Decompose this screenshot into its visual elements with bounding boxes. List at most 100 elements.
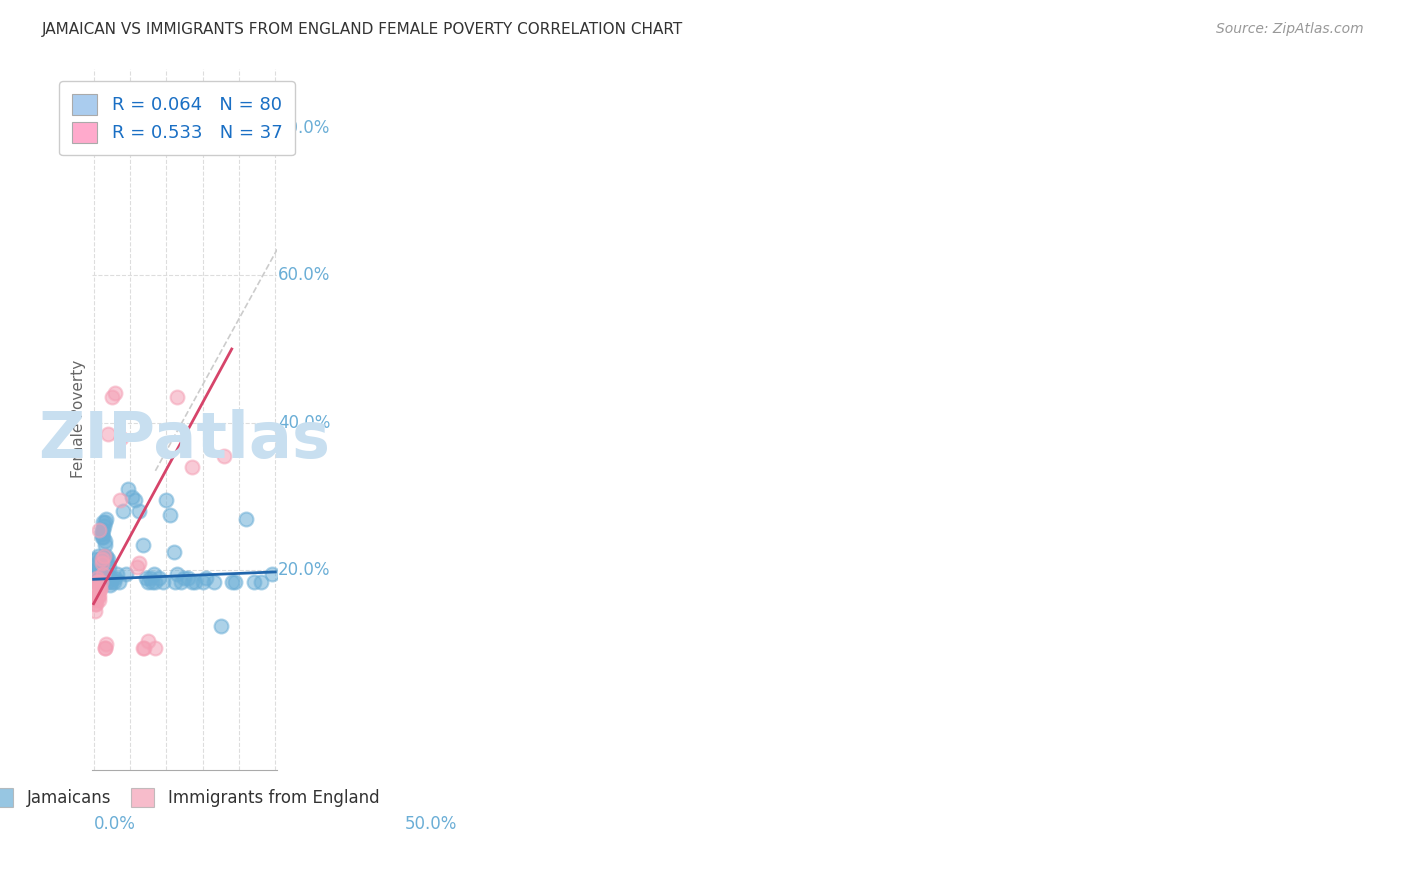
Point bbox=[93, 549, 115, 563]
Point bbox=[93, 516, 115, 530]
Point bbox=[191, 574, 214, 589]
Point bbox=[86, 574, 108, 589]
Point bbox=[177, 571, 200, 585]
Point bbox=[166, 390, 188, 404]
Point bbox=[136, 574, 159, 589]
Point bbox=[180, 574, 202, 589]
Point bbox=[90, 552, 112, 566]
Point bbox=[90, 574, 112, 589]
Text: Source: ZipAtlas.com: Source: ZipAtlas.com bbox=[1216, 22, 1364, 37]
Point bbox=[87, 556, 110, 570]
Point bbox=[86, 567, 108, 582]
Point bbox=[90, 523, 112, 537]
Point bbox=[87, 567, 110, 582]
Point bbox=[135, 571, 157, 585]
Point bbox=[93, 519, 115, 533]
Point bbox=[117, 482, 139, 496]
Text: 50.0%: 50.0% bbox=[405, 815, 457, 833]
Point bbox=[89, 567, 111, 582]
Point bbox=[104, 571, 127, 585]
Point bbox=[87, 574, 110, 589]
Point bbox=[108, 574, 131, 589]
Point bbox=[96, 549, 118, 563]
Point bbox=[87, 593, 110, 607]
Point bbox=[90, 567, 112, 582]
Point bbox=[94, 640, 117, 655]
Point bbox=[91, 516, 114, 530]
Point bbox=[165, 574, 187, 589]
Point bbox=[94, 533, 117, 548]
Text: JAMAICAN VS IMMIGRANTS FROM ENGLAND FEMALE POVERTY CORRELATION CHART: JAMAICAN VS IMMIGRANTS FROM ENGLAND FEMA… bbox=[42, 22, 683, 37]
Point bbox=[100, 574, 122, 589]
Point bbox=[260, 567, 283, 582]
Point bbox=[86, 571, 108, 585]
Point bbox=[121, 490, 143, 504]
Point bbox=[84, 564, 107, 578]
Point bbox=[96, 574, 118, 589]
Point bbox=[249, 574, 271, 589]
Y-axis label: Female Poverty: Female Poverty bbox=[72, 360, 86, 478]
Point bbox=[84, 552, 107, 566]
Point bbox=[134, 640, 156, 655]
Point bbox=[127, 559, 149, 574]
Point bbox=[84, 604, 107, 618]
Point bbox=[89, 582, 111, 596]
Point bbox=[202, 574, 225, 589]
Point bbox=[93, 530, 115, 544]
Point bbox=[128, 504, 150, 518]
Point bbox=[84, 567, 107, 582]
Point bbox=[108, 493, 131, 508]
Point bbox=[93, 549, 115, 563]
Point bbox=[145, 574, 167, 589]
Point bbox=[105, 567, 128, 582]
Point bbox=[148, 571, 170, 585]
Point bbox=[84, 597, 107, 611]
Point bbox=[235, 512, 257, 526]
Point bbox=[89, 552, 111, 566]
Text: 0.0%: 0.0% bbox=[94, 815, 135, 833]
Legend: Jamaicans, Immigrants from England: Jamaicans, Immigrants from England bbox=[0, 781, 385, 814]
Point bbox=[145, 640, 167, 655]
Point bbox=[180, 460, 202, 475]
Text: 40.0%: 40.0% bbox=[278, 414, 330, 432]
Point bbox=[128, 556, 150, 570]
Point bbox=[195, 571, 218, 585]
Point bbox=[170, 574, 193, 589]
Point bbox=[91, 567, 114, 582]
Point bbox=[214, 449, 236, 463]
Point bbox=[86, 571, 108, 585]
Point bbox=[86, 589, 108, 603]
Point bbox=[111, 504, 134, 518]
Point bbox=[131, 640, 153, 655]
Point bbox=[209, 619, 232, 633]
Point bbox=[86, 582, 108, 596]
Point bbox=[115, 567, 138, 582]
Text: 20.0%: 20.0% bbox=[278, 561, 330, 580]
Point bbox=[152, 574, 174, 589]
Point bbox=[87, 574, 110, 589]
Point bbox=[101, 571, 124, 585]
Point bbox=[97, 426, 120, 441]
Point bbox=[136, 633, 159, 648]
Point bbox=[87, 559, 110, 574]
Point bbox=[139, 571, 162, 585]
Point bbox=[173, 571, 195, 585]
Point bbox=[110, 431, 132, 445]
Point bbox=[89, 582, 111, 596]
Point bbox=[124, 493, 146, 508]
Point bbox=[224, 574, 246, 589]
Point bbox=[90, 556, 112, 570]
Text: 60.0%: 60.0% bbox=[278, 266, 330, 285]
Point bbox=[89, 564, 111, 578]
Point bbox=[93, 640, 115, 655]
Point bbox=[91, 523, 114, 537]
Point bbox=[94, 637, 117, 651]
Point bbox=[101, 390, 124, 404]
Point bbox=[87, 582, 110, 596]
Point bbox=[94, 552, 117, 566]
Point bbox=[91, 556, 114, 570]
Point bbox=[91, 530, 114, 544]
Point bbox=[84, 571, 107, 585]
Point bbox=[155, 493, 177, 508]
Text: 80.0%: 80.0% bbox=[278, 119, 330, 136]
